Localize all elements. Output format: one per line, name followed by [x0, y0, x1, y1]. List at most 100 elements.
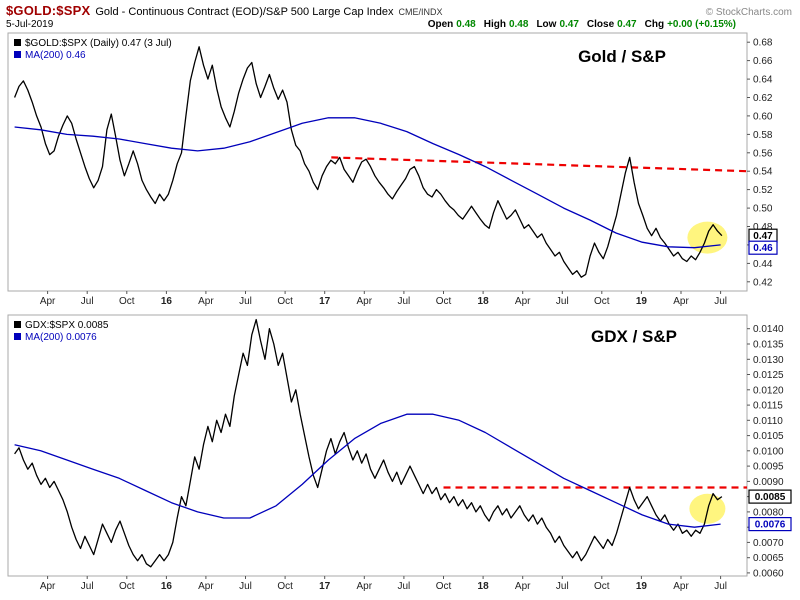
svg-text:Oct: Oct: [119, 296, 135, 307]
svg-text:Apr: Apr: [515, 296, 531, 307]
svg-text:Apr: Apr: [357, 296, 373, 307]
instrument-title: Gold - Continuous Contract (EOD)/S&P 500…: [95, 6, 394, 18]
svg-text:MA(200) 0.46: MA(200) 0.46: [25, 50, 86, 61]
svg-text:0.52: 0.52: [753, 185, 773, 196]
svg-text:19: 19: [636, 296, 648, 307]
price-tags: 0.470.46: [748, 228, 778, 255]
quote-row: 5-Jul-2019 Open 0.48 High 0.48 Low 0.47 …: [0, 18, 800, 30]
svg-text:Jul: Jul: [81, 296, 94, 307]
svg-text:Apr: Apr: [40, 581, 56, 592]
svg-text:Jul: Jul: [239, 581, 252, 592]
chg-label: Chg: [644, 19, 665, 30]
svg-text:0.0080: 0.0080: [753, 507, 784, 518]
close-value: 0.47: [617, 19, 637, 30]
svg-text:0.0100: 0.0100: [753, 446, 784, 457]
svg-text:18: 18: [478, 581, 490, 592]
svg-text:Apr: Apr: [40, 296, 56, 307]
svg-text:Oct: Oct: [277, 296, 293, 307]
svg-text:Oct: Oct: [594, 296, 610, 307]
series-ma-200-: [14, 413, 721, 528]
series-gdx-spx: [14, 318, 723, 568]
resistance-trendline: [331, 156, 748, 173]
open-label: Open: [427, 19, 454, 30]
svg-text:0.54: 0.54: [753, 167, 773, 178]
highlight-ellipse: [687, 221, 728, 254]
svg-text:0.0060: 0.0060: [753, 568, 784, 579]
x-axis-labels: Apr Jul Oct 16 Apr Jul Oct 17 Apr Jul Oct 18 Apr Jul O…: [40, 576, 727, 592]
svg-text:0.62: 0.62: [753, 93, 773, 104]
svg-text:18: 18: [478, 296, 490, 307]
svg-text:Oct: Oct: [119, 581, 135, 592]
ticker-symbol: $GOLD:$SPX: [6, 3, 91, 18]
svg-text:0.0070: 0.0070: [753, 538, 784, 549]
svg-text:Jul: Jul: [714, 296, 727, 307]
svg-text:0.50: 0.50: [753, 204, 773, 215]
svg-text:0.0135: 0.0135: [753, 340, 784, 351]
svg-text:0.0105: 0.0105: [753, 431, 784, 442]
svg-text:0.0085: 0.0085: [755, 492, 786, 503]
svg-text:Apr: Apr: [198, 581, 214, 592]
chg-value: +0.00 (+0.15%): [667, 19, 736, 30]
svg-text:MA(200) 0.0076: MA(200) 0.0076: [25, 332, 97, 343]
svg-text:Apr: Apr: [198, 296, 214, 307]
svg-text:0.42: 0.42: [753, 277, 773, 288]
chart-panel-1: 0.0140 0.0135 0.0130 0.0125 0.0120 0.0115 0.01…: [7, 314, 792, 592]
panel-annotation: Gold / S&P: [578, 47, 666, 66]
price-tags: 0.0085 0.0076: [748, 489, 792, 532]
svg-text:Jul: Jul: [556, 581, 569, 592]
svg-text:0.0140: 0.0140: [753, 324, 784, 335]
svg-text:0.0095: 0.0095: [753, 462, 784, 473]
svg-text:Apr: Apr: [515, 581, 531, 592]
svg-text:0.0125: 0.0125: [753, 370, 784, 381]
svg-text:17: 17: [319, 296, 331, 307]
svg-text:0.68: 0.68: [753, 38, 773, 49]
svg-text:0.47: 0.47: [753, 231, 773, 242]
chart-header: $GOLD:$SPX Gold - Continuous Contract (E…: [0, 0, 800, 18]
exchange-label: CME/INDX: [398, 7, 443, 17]
plot-border: [7, 32, 748, 292]
low-value: 0.47: [559, 19, 579, 30]
svg-text:Jul: Jul: [714, 581, 727, 592]
svg-text:0.48: 0.48: [753, 222, 773, 233]
svg-text:19: 19: [636, 581, 648, 592]
svg-text:Jul: Jul: [556, 296, 569, 307]
svg-text:Apr: Apr: [357, 581, 373, 592]
plot-border: [7, 314, 748, 577]
svg-text:0.0076: 0.0076: [755, 520, 786, 531]
svg-text:Jul: Jul: [398, 296, 411, 307]
low-label: Low: [536, 19, 557, 30]
copyright-watermark: © StockCharts.com: [705, 7, 792, 18]
ratio-charts-svg: 0.68 0.66 0.64 0.62 0.60 0.58 0.56 0.54 0.52 0.50…: [7, 32, 792, 592]
y-axis-labels: 0.0140 0.0135 0.0130 0.0125 0.0120 0.0115 0.01…: [747, 324, 784, 579]
svg-text:GDX:$SPX 0.0085: GDX:$SPX 0.0085: [25, 320, 109, 331]
svg-text:Oct: Oct: [436, 581, 452, 592]
svg-text:17: 17: [319, 581, 331, 592]
x-axis-labels: Apr Jul Oct 16 Apr Jul Oct 17 Apr Jul Oct 18 Apr Jul O…: [40, 291, 727, 307]
ohlc-quote: Open 0.48 High 0.48 Low 0.47 Close 0.47 …: [420, 19, 736, 30]
svg-text:$GOLD:$SPX (Daily) 0.47 (3 Jul: $GOLD:$SPX (Daily) 0.47 (3 Jul): [25, 38, 172, 49]
svg-text:0.0130: 0.0130: [753, 355, 784, 366]
svg-text:16: 16: [161, 581, 173, 592]
svg-text:0.58: 0.58: [753, 130, 773, 141]
svg-text:Jul: Jul: [239, 296, 252, 307]
svg-text:0.64: 0.64: [753, 75, 773, 86]
svg-text:Apr: Apr: [673, 581, 689, 592]
svg-text:Oct: Oct: [594, 581, 610, 592]
svg-text:Oct: Oct: [277, 581, 293, 592]
chart-panel-0: 0.68 0.66 0.64 0.62 0.60 0.58 0.56 0.54 0.52 0.50…: [7, 32, 778, 307]
series-ma-200-: [14, 117, 721, 249]
svg-text:0.56: 0.56: [753, 148, 773, 159]
svg-text:0.0115: 0.0115: [753, 401, 783, 412]
legend: $GOLD:$SPX (Daily) 0.47 (3 Jul)MA(200) 0…: [14, 38, 172, 61]
svg-text:0.66: 0.66: [753, 56, 773, 67]
high-value: 0.48: [508, 19, 529, 30]
svg-text:0.46: 0.46: [753, 243, 773, 254]
svg-text:0.0110: 0.0110: [753, 416, 783, 427]
panel-annotation: GDX / S&P: [591, 327, 677, 346]
svg-text:0.0090: 0.0090: [753, 477, 784, 488]
series--gold-spx: [13, 46, 723, 278]
svg-text:16: 16: [161, 296, 173, 307]
svg-text:Jul: Jul: [398, 581, 411, 592]
svg-text:0.44: 0.44: [753, 259, 773, 270]
